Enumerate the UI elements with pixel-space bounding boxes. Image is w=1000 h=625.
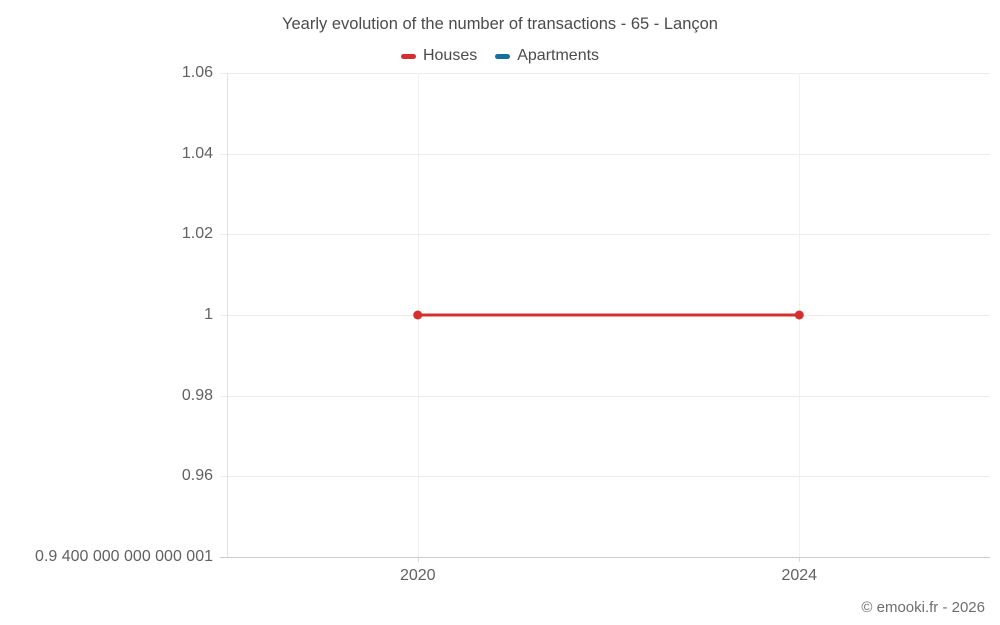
y-tick-label: 1.04 — [181, 144, 213, 162]
legend-swatch-apartments — [495, 53, 511, 59]
x-tick-label: 2020 — [399, 567, 436, 584]
y-tick-label: 0.9 400 000 000 000 001 — [35, 548, 213, 565]
y-tick-label: 0.96 — [181, 467, 213, 485]
legend-item-houses[interactable]: Houses — [400, 47, 478, 65]
y-gridline — [220, 395, 990, 397]
y-tick-label: 0.98 — [181, 386, 213, 404]
legend-swatch-houses — [400, 53, 416, 59]
y-axis-line — [227, 73, 228, 557]
x-axis-line — [220, 557, 990, 558]
data-point-houses[interactable] — [413, 310, 423, 320]
y-gridline — [220, 73, 990, 74]
legend-label: Houses — [422, 47, 478, 64]
y-gridline — [220, 234, 990, 236]
x-tick-mark — [417, 557, 419, 562]
copyright-text: © emooki.fr - 2026 — [861, 599, 985, 616]
legend-item-apartments[interactable]: Apartments — [495, 47, 599, 65]
data-point-houses[interactable] — [794, 310, 804, 320]
legend: Houses Apartments — [0, 46, 1000, 66]
y-gridline — [220, 153, 990, 155]
x-tick-label: 2024 — [781, 567, 818, 584]
y-tick-label: 1 — [204, 306, 213, 323]
series-layer — [413, 310, 804, 320]
chart-title: Yearly evolution of the number of transa… — [282, 15, 718, 33]
y-gridline — [220, 476, 990, 478]
y-tick-label: 1.06 — [181, 64, 213, 81]
x-tick-mark — [799, 557, 801, 562]
legend-label: Apartments — [517, 47, 600, 64]
y-tick-label: 1.02 — [181, 225, 213, 243]
